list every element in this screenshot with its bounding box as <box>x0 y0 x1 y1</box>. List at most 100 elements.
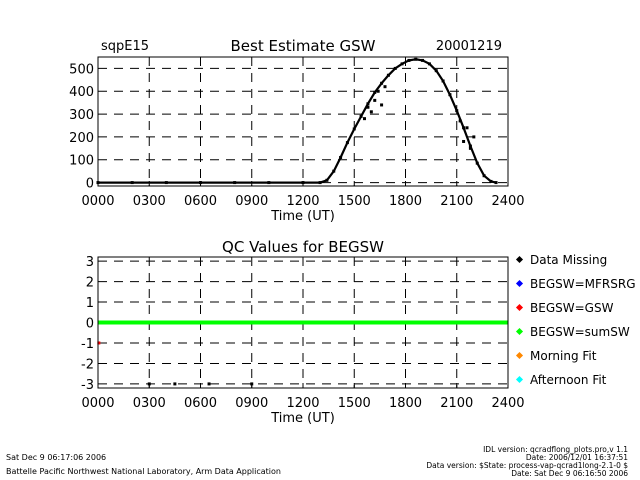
gsw-data-point <box>407 58 411 62</box>
gsw-x-tick-label: 2100 <box>440 194 473 209</box>
legend-label: Morning Fit <box>530 349 597 363</box>
date-label: 20001219 <box>436 39 502 54</box>
gsw-x-tick-label: 1800 <box>389 194 422 209</box>
gsw-data-point <box>434 69 438 73</box>
gsw-data-point <box>462 139 466 143</box>
gsw-x-tick-label: 1500 <box>338 194 371 209</box>
gsw-data-point <box>468 146 472 150</box>
qc-y-tick-label: -2 <box>81 357 94 372</box>
qc-x-tick-label: 2100 <box>440 396 473 411</box>
gsw-x-tick-label: 0300 <box>133 194 166 209</box>
gsw-x-tick-label: 0600 <box>184 194 217 209</box>
gsw-data-point <box>325 178 329 182</box>
qc-y-tick-label: 0 <box>86 317 94 332</box>
gsw-x-tick-label: 0900 <box>235 194 268 209</box>
gsw-data-point <box>441 79 445 83</box>
gsw-data-point <box>373 90 377 94</box>
gsw-y-tick-label: 500 <box>69 62 94 77</box>
gsw-data-point <box>400 62 404 66</box>
gsw-data-point <box>472 135 476 139</box>
legend-label: Data Missing <box>530 253 607 267</box>
gsw-y-tick-label: 0 <box>86 177 94 192</box>
legend-marker <box>515 255 524 264</box>
qc-y-tick-label: -3 <box>81 378 94 393</box>
gsw-data-point <box>339 155 343 159</box>
gsw-data-point <box>380 81 384 85</box>
gsw-data-point <box>380 103 384 107</box>
gsw-data-point <box>494 181 498 185</box>
qc-x-axis-label: Time (UT) <box>270 411 335 426</box>
qc-chart-title: QC Values for BEGSW <box>222 238 384 256</box>
gsw-chart-title: Best Estimate GSW <box>231 37 376 55</box>
legend-label: BEGSW=MFRSRG <box>530 277 636 291</box>
qc-x-axis: 0000 0300 0600 0900 1200 1500 1800 2100 2400 <box>81 383 525 411</box>
legend-marker <box>515 327 524 336</box>
qc-data-point <box>173 382 177 386</box>
footer-organization: Battelle Pacific Northwest National Labo… <box>6 467 281 476</box>
gsw-data-point <box>130 181 134 185</box>
qc-x-tick-label: 1500 <box>338 396 371 411</box>
footer-idl-date: Date: 2006/12/01 16:37:51 <box>526 453 628 462</box>
qc-y-tick-label: 2 <box>86 276 94 291</box>
qc-y-axis: -3 -2 -1 0 1 2 3 <box>81 255 94 393</box>
legend-marker <box>515 303 524 312</box>
qc-y-tick-label: 1 <box>86 296 94 311</box>
gsw-data-point <box>164 181 168 185</box>
gsw-panel: sqpE15 Best Estimate GSW 20001219 0 100 20… <box>69 37 524 224</box>
gsw-data-point <box>383 85 387 89</box>
qc-y-tick-label: -1 <box>81 337 94 352</box>
qc-data-point <box>97 341 101 345</box>
gsw-series-line <box>98 58 497 184</box>
gsw-data-point <box>373 98 377 102</box>
gsw-data-point <box>475 161 479 165</box>
gsw-x-axis: 0000 0300 0600 0900 1200 1500 1800 2100 2400 <box>81 181 525 209</box>
gsw-y-tick-label: 200 <box>69 131 94 146</box>
qc-y-tick-label: 3 <box>86 255 94 270</box>
legend-marker <box>515 279 524 288</box>
gsw-gridlines <box>98 57 508 186</box>
gsw-y-tick-label: 300 <box>69 108 94 123</box>
gsw-data-point <box>318 181 322 185</box>
legend-label: Afternoon Fit <box>530 373 607 387</box>
gsw-x-axis-label: Time (UT) <box>270 209 335 224</box>
gsw-x-tick-label: 2400 <box>491 194 524 209</box>
gsw-y-tick-label: 400 <box>69 85 94 100</box>
site-label: sqpE15 <box>101 39 149 54</box>
gsw-data-point <box>462 126 466 130</box>
gsw-y-axis: 0 100 200 300 400 500 <box>69 62 94 191</box>
gsw-data-point <box>489 179 493 183</box>
qc-x-tick-label: 1800 <box>389 396 422 411</box>
legend-label: BEGSW=sumSW <box>530 325 630 339</box>
gsw-data-point <box>448 93 452 97</box>
legend-label: BEGSW=GSW <box>530 301 614 315</box>
qc-x-tick-label: 0900 <box>235 396 268 411</box>
gsw-data-point <box>332 169 336 173</box>
gsw-data-point <box>345 141 349 145</box>
gsw-data-point <box>352 127 356 131</box>
gsw-data-point <box>427 62 431 66</box>
gsw-data-point <box>421 58 425 62</box>
qc-x-tick-label: 2400 <box>491 396 524 411</box>
gsw-data-point <box>458 119 462 123</box>
gsw-data-point <box>267 181 271 185</box>
gsw-data-point <box>468 144 472 148</box>
qc-data-point <box>207 382 211 386</box>
qc-legend: Data Missing BEGSW=MFRSRG BEGSW=GSW BEGSW=s… <box>515 253 636 387</box>
footer-run-date: Sat Dec 9 06:17:06 2006 <box>6 453 106 462</box>
gsw-y-tick-label: 100 <box>69 154 94 169</box>
gsw-data-point <box>386 73 390 77</box>
gsw-data-point <box>369 110 373 114</box>
gsw-data-point <box>359 114 363 118</box>
gsw-data-point <box>455 109 459 113</box>
legend-marker <box>515 351 524 360</box>
gsw-data-point <box>482 174 486 178</box>
footer-idl-version: IDL version: qcradflong_plots.pro,v 1.1 <box>483 445 628 454</box>
gsw-data-point <box>376 89 380 93</box>
gsw-data-point <box>363 117 366 121</box>
qc-x-tick-label: 1200 <box>286 396 319 411</box>
gsw-data-point <box>366 102 370 106</box>
gsw-data-point <box>233 181 237 185</box>
gsw-data-point <box>414 57 418 61</box>
